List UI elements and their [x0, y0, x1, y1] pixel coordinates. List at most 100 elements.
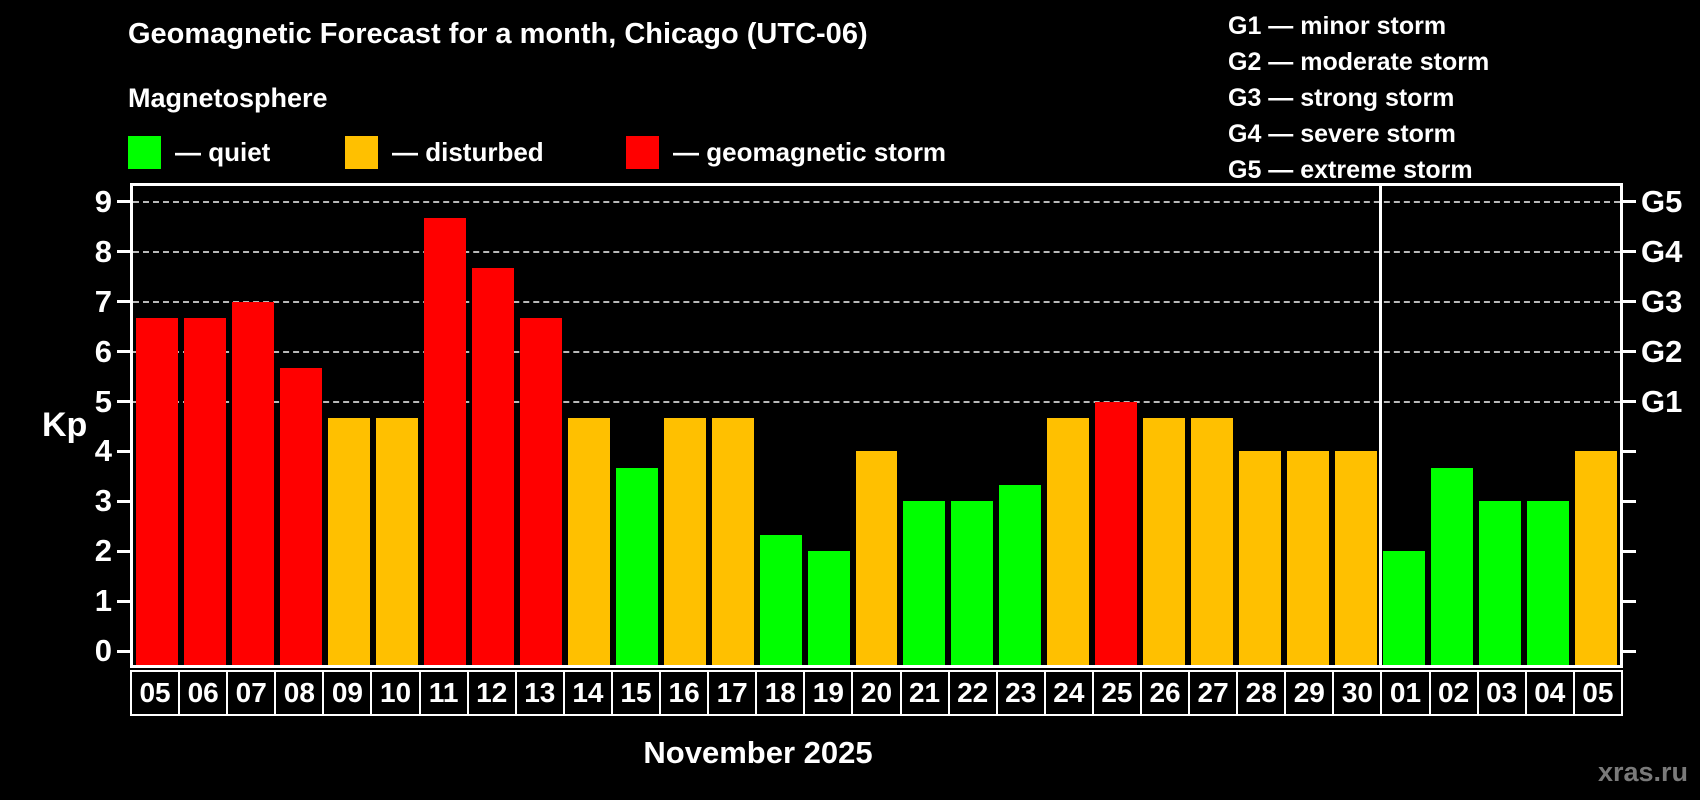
day-cell: 09	[324, 672, 373, 714]
day-cell: 01	[1382, 672, 1431, 714]
day-cell: 05	[1574, 672, 1621, 714]
y-axis-tick-label: 9	[94, 183, 112, 219]
g-scale-legend-line: G5 — extreme storm	[1228, 156, 1473, 184]
right-axis-tick	[1623, 649, 1636, 653]
right-axis-tick	[1623, 549, 1636, 553]
kp-bar	[567, 417, 610, 665]
kp-bar	[903, 501, 946, 665]
day-cell: 04	[1526, 672, 1575, 714]
right-axis-tick	[1623, 599, 1636, 603]
kp-bar	[951, 501, 994, 665]
right-axis-tick	[1623, 400, 1636, 403]
y-axis-tick	[117, 200, 130, 204]
gridline	[133, 300, 1620, 303]
day-cell: 02	[1430, 672, 1479, 714]
kp-bar	[615, 467, 658, 665]
day-cell: 27	[1190, 672, 1239, 714]
day-cell: 26	[1141, 672, 1191, 714]
legend-item-quiet: — quiet	[128, 134, 270, 170]
y-axis-tick	[117, 350, 130, 354]
y-axis-tick-label: 3	[94, 483, 112, 519]
day-cell: 13	[516, 672, 565, 714]
gridline	[133, 200, 1620, 203]
g-level-label: G5	[1641, 183, 1683, 219]
g-scale-legend-line: G3 — strong storm	[1228, 84, 1455, 112]
g-scale-legend: G1 — minor storm G2 — moderate storm G3 — …	[1228, 8, 1489, 188]
g-scale-legend-line: G1 — minor storm	[1228, 12, 1447, 40]
y-axis-tick	[117, 400, 130, 403]
y-axis-tick-label: 0	[94, 633, 112, 668]
kp-bar	[423, 218, 466, 665]
storm-swatch-icon	[626, 135, 659, 169]
kp-bar	[855, 451, 898, 665]
kp-bar	[1095, 401, 1138, 665]
x-axis-title: November 2025	[643, 735, 873, 770]
day-cell: 16	[661, 672, 710, 714]
kp-bar	[375, 417, 418, 665]
right-axis-tick	[1623, 300, 1636, 304]
day-cell: 11	[420, 672, 469, 714]
legend-label: — geomagnetic storm	[673, 136, 947, 167]
g-level-label: G2	[1641, 333, 1683, 369]
y-axis-tick-label: 7	[94, 283, 112, 319]
g-level-label: G4	[1641, 233, 1683, 269]
g-scale-legend-line: G4 — severe storm	[1228, 120, 1456, 148]
y-axis-tick	[117, 499, 130, 503]
plot-area	[130, 183, 1623, 668]
legend-item-disturbed: — disturbed	[345, 134, 544, 170]
y-axis-tick	[117, 549, 130, 553]
right-axis-tick	[1623, 250, 1636, 254]
day-cell: 24	[1045, 672, 1094, 714]
right-axis-tick	[1623, 200, 1636, 204]
day-cell: 25	[1093, 672, 1142, 714]
day-cell: 22	[949, 672, 998, 714]
right-axis-tick	[1623, 350, 1636, 354]
right-axis-tick	[1623, 499, 1636, 503]
kp-bar	[231, 301, 274, 665]
kp-bar	[759, 534, 802, 665]
day-cell: 19	[805, 672, 854, 714]
kp-bar	[471, 268, 514, 665]
day-cell: 20	[853, 672, 902, 714]
day-cell: 14	[564, 672, 613, 714]
gridline	[133, 350, 1620, 353]
day-cell: 12	[468, 672, 517, 714]
day-cell: 23	[997, 672, 1046, 714]
kp-bar	[1431, 467, 1474, 665]
chart-title: Geomagnetic Forecast for a month, Chicag…	[128, 18, 868, 50]
kp-bar	[1287, 451, 1330, 665]
kp-bar	[711, 417, 754, 665]
y-axis-tick-label: 4	[94, 433, 112, 469]
g-level-label: G1	[1641, 383, 1683, 419]
day-cell: 29	[1286, 672, 1335, 714]
day-cell: 21	[901, 672, 950, 714]
day-cell: 10	[372, 672, 421, 714]
kp-bar	[519, 318, 562, 665]
kp-bar	[136, 318, 178, 665]
day-cell: 18	[757, 672, 806, 714]
x-axis-day-row: 05 06 07 08 09 10 11 12 13 14 15 16 17 18 19 20 21 22 23 24…	[130, 670, 1623, 716]
gridline	[133, 400, 1620, 403]
legend-item-storm: — geomagnetic storm	[626, 134, 946, 170]
day-cell: 03	[1478, 672, 1527, 714]
chart-subtitle: Magnetosphere	[128, 83, 328, 113]
kp-bar	[663, 417, 706, 665]
kp-bar	[1383, 551, 1426, 665]
right-axis-tick	[1623, 449, 1636, 453]
legend-label: — disturbed	[392, 136, 544, 167]
watermark: xras.ru	[1597, 757, 1688, 787]
kp-bar	[1047, 417, 1090, 665]
quiet-swatch-icon	[128, 135, 161, 169]
kp-bar	[1527, 501, 1570, 665]
day-cell: 05	[132, 672, 181, 714]
y-axis-title: Kp	[42, 406, 88, 444]
kp-bar	[1479, 501, 1522, 665]
y-axis-tick	[117, 449, 130, 453]
day-cell: 28	[1238, 672, 1287, 714]
kp-bar	[1191, 417, 1234, 665]
y-axis-tick	[117, 300, 130, 304]
kp-bar	[999, 484, 1042, 665]
kp-bar	[807, 551, 850, 665]
y-axis-tick-label: 8	[94, 233, 112, 269]
